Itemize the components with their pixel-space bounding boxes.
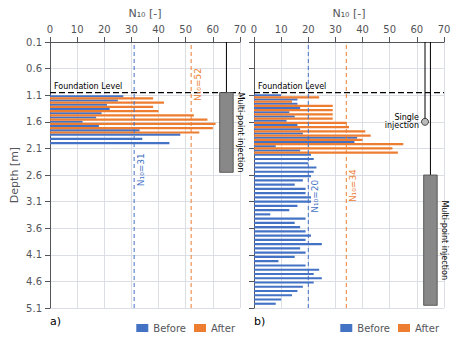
- svg-text:injection: injection: [385, 121, 419, 130]
- svg-text:3.6: 3.6: [26, 223, 42, 234]
- svg-text:70: 70: [438, 24, 451, 35]
- svg-text:Depth [m]: Depth [m]: [8, 147, 21, 203]
- svg-text:0.1: 0.1: [26, 37, 42, 48]
- svg-text:4.6: 4.6: [26, 276, 42, 287]
- svg-text:5.1: 5.1: [26, 303, 42, 314]
- svg-text:60: 60: [410, 24, 423, 35]
- svg-text:Single: Single: [394, 113, 419, 123]
- svg-text:Foundation Level: Foundation Level: [54, 82, 122, 91]
- svg-text:3.1: 3.1: [26, 196, 42, 207]
- svg-text:N₁₀=31: N₁₀=31: [136, 153, 146, 186]
- svg-text:2.1: 2.1: [26, 143, 42, 154]
- svg-text:20: 20: [302, 24, 315, 35]
- svg-text:Multi-point injection: Multi-point injection: [236, 93, 245, 173]
- svg-text:1.6: 1.6: [26, 116, 42, 127]
- svg-text:70: 70: [234, 24, 247, 35]
- svg-text:2.6: 2.6: [26, 170, 42, 181]
- svg-text:N₁₀=34: N₁₀=34: [348, 169, 358, 202]
- svg-text:30: 30: [329, 24, 342, 35]
- svg-text:4.1: 4.1: [26, 249, 42, 260]
- svg-text:N₁₀ [-]: N₁₀ [-]: [128, 7, 161, 20]
- svg-text:10: 10: [275, 24, 288, 35]
- svg-text:1.1: 1.1: [26, 90, 42, 101]
- svg-text:50: 50: [179, 24, 192, 35]
- svg-text:0: 0: [251, 24, 257, 35]
- svg-text:After: After: [415, 323, 440, 334]
- svg-text:0: 0: [47, 24, 53, 35]
- svg-text:a): a): [50, 315, 61, 328]
- svg-text:Before: Before: [357, 323, 390, 334]
- svg-text:50: 50: [383, 24, 396, 35]
- svg-text:20: 20: [98, 24, 111, 35]
- svg-text:After: After: [211, 323, 236, 334]
- svg-text:Foundation Level: Foundation Level: [258, 82, 326, 91]
- svg-text:10: 10: [71, 24, 84, 35]
- svg-text:N₁₀=20: N₁₀=20: [310, 180, 320, 213]
- svg-text:0.6: 0.6: [26, 63, 42, 74]
- svg-text:40: 40: [152, 24, 165, 35]
- svg-text:Multi-point injection: Multi-point injection: [440, 200, 449, 280]
- svg-text:N₁₀ [-]: N₁₀ [-]: [332, 7, 365, 20]
- svg-text:Before: Before: [153, 323, 186, 334]
- svg-text:b): b): [254, 315, 265, 328]
- svg-text:30: 30: [125, 24, 138, 35]
- svg-text:40: 40: [356, 24, 369, 35]
- svg-text:N₁₀=52: N₁₀=52: [193, 68, 203, 101]
- svg-text:60: 60: [206, 24, 219, 35]
